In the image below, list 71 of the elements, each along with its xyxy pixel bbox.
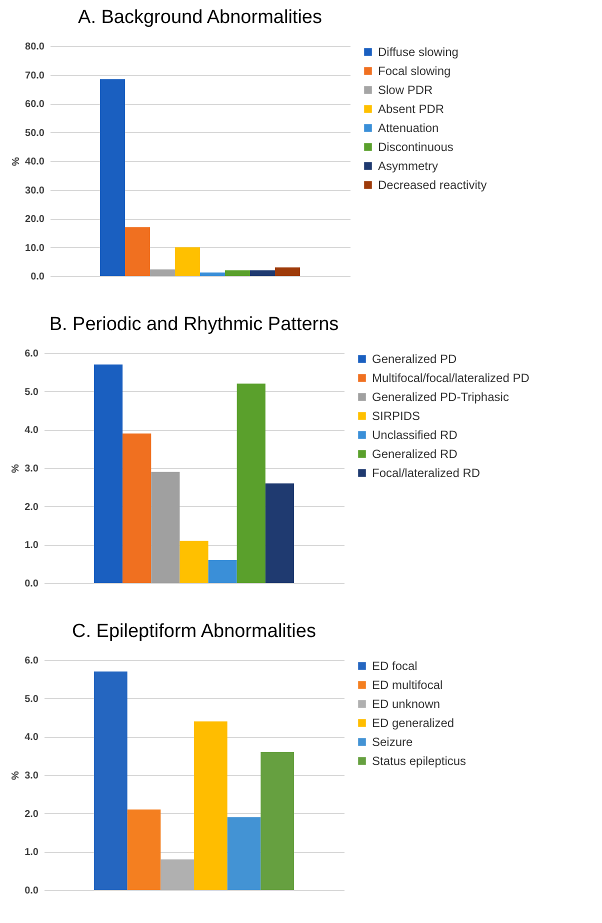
y-tick-label: 50.0 bbox=[25, 128, 45, 139]
bar bbox=[175, 247, 200, 276]
y-tick-label: 2.0 bbox=[24, 808, 39, 820]
bar bbox=[250, 270, 275, 276]
legend-label: Multifocal/focal/lateralized PD bbox=[372, 371, 530, 385]
y-tick-label: 0.0 bbox=[24, 886, 39, 896]
y-axis-title: % bbox=[11, 156, 22, 166]
legend-label: SIRPIDS bbox=[372, 409, 420, 423]
bar bbox=[94, 672, 128, 890]
legend-label: ED unknown bbox=[372, 697, 440, 711]
y-tick-label: 20.0 bbox=[25, 214, 45, 225]
legend-label: Status epilepticus bbox=[372, 754, 466, 768]
bar bbox=[236, 384, 266, 583]
bar bbox=[127, 810, 161, 890]
chart-title: A. Background Abnormalities bbox=[78, 7, 322, 28]
y-tick-label: 4.0 bbox=[24, 425, 39, 436]
bar bbox=[200, 272, 225, 276]
bar bbox=[225, 270, 250, 276]
bar bbox=[180, 540, 208, 583]
y-tick-label: 30.0 bbox=[25, 185, 45, 196]
chart-title: B. Periodic and Rhythmic Patterns bbox=[49, 314, 339, 335]
legend-label: Generalized RD bbox=[372, 447, 458, 461]
y-tick-label: 6.0 bbox=[24, 656, 39, 666]
bar bbox=[227, 817, 261, 890]
y-tick-label: 5.0 bbox=[24, 694, 39, 705]
y-tick-label: 0.0 bbox=[24, 578, 39, 590]
y-tick-label: 10.0 bbox=[25, 242, 45, 254]
bar bbox=[150, 269, 175, 276]
y-axis-title: % bbox=[10, 770, 22, 780]
y-tick-label: 60.0 bbox=[25, 99, 45, 110]
legend-label: ED multifocal bbox=[372, 678, 443, 692]
legend-label: Generalized PD-Triphasic bbox=[372, 390, 509, 404]
y-tick-label: 4.0 bbox=[24, 732, 39, 744]
bar bbox=[160, 859, 194, 890]
y-tick-label: 0.0 bbox=[30, 272, 45, 282]
legend-label: ED generalized bbox=[372, 716, 454, 730]
legend-label: Asymmetry bbox=[378, 159, 438, 173]
legend-label: Generalized PD bbox=[372, 352, 458, 366]
chart-title: C. Epileptiform Abnormalities bbox=[72, 621, 316, 642]
y-tick-label: 70.0 bbox=[25, 70, 45, 82]
bar bbox=[125, 227, 150, 276]
legend-label: Focal slowing bbox=[378, 64, 451, 78]
bar bbox=[194, 721, 228, 890]
legend-label: ED focal bbox=[372, 659, 418, 673]
y-tick-label: 6.0 bbox=[24, 348, 39, 360]
bar bbox=[122, 434, 152, 583]
y-tick-label: 2.0 bbox=[24, 502, 39, 513]
legend-label: Absent PDR bbox=[378, 102, 444, 116]
legend-label: Diffuse slowing bbox=[378, 45, 458, 59]
bar bbox=[260, 752, 294, 890]
legend-label: Slow PDR bbox=[378, 83, 434, 97]
bar bbox=[275, 267, 300, 276]
bar bbox=[151, 472, 180, 583]
y-tick-label: 40.0 bbox=[25, 156, 45, 168]
bar bbox=[100, 79, 125, 276]
bar bbox=[265, 483, 294, 583]
y-tick-label: 80.0 bbox=[25, 42, 45, 52]
y-tick-label: 3.0 bbox=[24, 770, 39, 782]
y-tick-label: 5.0 bbox=[24, 386, 39, 398]
legend-label: Focal/lateralized RD bbox=[372, 466, 480, 480]
bar bbox=[94, 364, 123, 583]
legend-label: Seizure bbox=[372, 735, 414, 749]
y-axis-title: % bbox=[10, 464, 22, 473]
y-tick-label: 1.0 bbox=[24, 540, 39, 552]
legend-label: Decreased reactivity bbox=[378, 178, 487, 192]
y-tick-label: 1.0 bbox=[24, 847, 39, 858]
y-tick-label: 3.0 bbox=[24, 464, 39, 474]
legend-label: Discontinuous bbox=[378, 140, 454, 154]
legend-label: Attenuation bbox=[378, 121, 439, 135]
bar bbox=[208, 560, 237, 583]
legend-label: Unclassified RD bbox=[372, 428, 458, 442]
